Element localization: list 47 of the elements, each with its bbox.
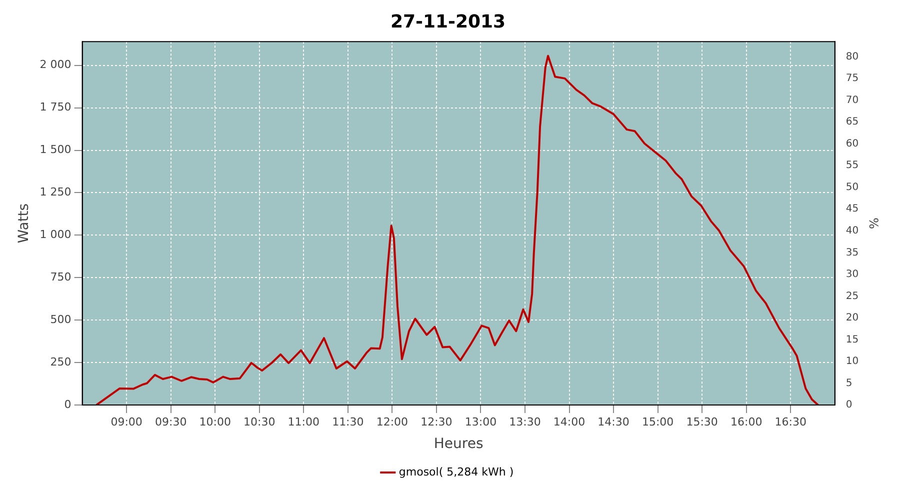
x-tick-label: 09:30 — [154, 415, 187, 428]
y2-tick-label: 50 — [846, 182, 859, 193]
y2-tick-label: 55 — [846, 160, 859, 172]
y2-tick-label: 15 — [846, 334, 859, 346]
y2-tick-label: 60 — [846, 138, 859, 150]
chart-title: 27-11-2013 — [390, 11, 506, 32]
x-tick-label: 11:30 — [332, 415, 364, 428]
y2-tick-label: 80 — [846, 51, 859, 62]
x-tick-label: 16:00 — [730, 415, 762, 428]
x-tick-label: 12:00 — [376, 415, 408, 428]
y-tick-label: 0 — [64, 398, 72, 411]
x-tick-label: 10:30 — [244, 415, 276, 428]
y2-tick-label: 5 — [846, 378, 852, 389]
y-tick-label: 1 750 — [40, 100, 72, 114]
y2-tick-label: 10 — [846, 356, 859, 368]
x-tick-label: 12:30 — [420, 415, 452, 428]
y2-tick-label: 30 — [846, 269, 859, 280]
x-tick-label: 13:30 — [509, 415, 541, 428]
y-tick-label: 1 000 — [40, 228, 72, 242]
x-tick-label: 14:30 — [598, 415, 630, 428]
x-tick-label: 09:00 — [110, 415, 142, 428]
x-tick-label: 11:00 — [288, 415, 320, 428]
y2-tick-label: 35 — [846, 247, 859, 258]
x-axis-title: Heures — [434, 436, 484, 452]
y2-tick-label: 70 — [846, 94, 859, 106]
y2-tick-label: 0 — [846, 400, 852, 411]
y2-tick-label: 40 — [846, 226, 859, 237]
x-tick-label: 14:00 — [553, 415, 586, 428]
y2-axis-title: % — [866, 218, 881, 230]
y-tick-label: 250 — [50, 355, 72, 368]
legend-label: gmosol( 5,284 kWh ) — [398, 465, 514, 478]
y-tick-label: 500 — [50, 312, 72, 326]
y-tick-label: 1 500 — [40, 143, 72, 156]
y2-tick-label: 20 — [846, 312, 859, 324]
x-tick-label: 15:30 — [686, 415, 718, 428]
y2-tick-label: 65 — [846, 116, 859, 128]
y-tick-label: 1 250 — [40, 186, 72, 199]
x-tick-label: 16:30 — [774, 415, 806, 428]
x-tick-label: 15:00 — [642, 415, 674, 428]
y2-tick-label: 45 — [846, 204, 859, 215]
y-axis-title: Watts — [16, 203, 32, 244]
y2-tick-label: 25 — [846, 290, 859, 302]
x-tick-label: 13:00 — [464, 415, 497, 428]
x-tick-label: 10:00 — [199, 415, 231, 428]
y-tick-label: 750 — [50, 270, 72, 284]
y-tick-label: 2 000 — [40, 58, 72, 72]
y2-tick-label: 75 — [846, 73, 859, 84]
